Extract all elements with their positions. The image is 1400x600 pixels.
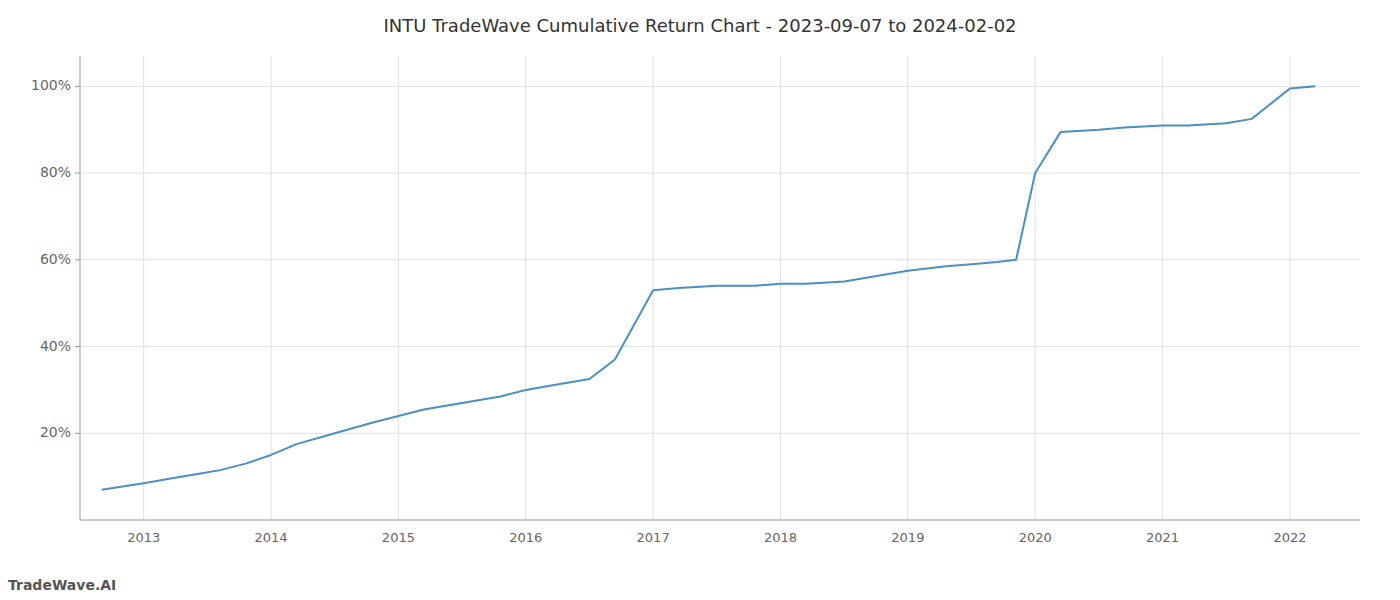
- x-axis-line: [80, 520, 1360, 521]
- x-grid-line: [143, 56, 144, 520]
- y-tick: [75, 86, 80, 87]
- x-tick-label: 2021: [1146, 530, 1179, 545]
- x-tick-label: 2014: [254, 530, 287, 545]
- y-tick-label: 40%: [40, 338, 71, 354]
- chart-container: INTU TradeWave Cumulative Return Chart -…: [0, 0, 1400, 600]
- y-grid-line: [80, 173, 1360, 174]
- plot-area: [102, 86, 1316, 489]
- x-tick-label: 2016: [509, 530, 542, 545]
- x-grid-line: [653, 56, 654, 520]
- y-tick-label: 100%: [31, 77, 71, 93]
- y-grid-line: [80, 433, 1360, 434]
- y-tick: [75, 173, 80, 174]
- y-tick: [75, 346, 80, 347]
- x-tick-label: 2013: [127, 530, 160, 545]
- y-axis-line: [80, 56, 81, 520]
- x-grid-line: [398, 56, 399, 520]
- y-grid-line: [80, 259, 1360, 260]
- x-tick-label: 2017: [637, 530, 670, 545]
- x-grid-line: [271, 56, 272, 520]
- x-tick-label: 2020: [1019, 530, 1052, 545]
- x-grid-line: [525, 56, 526, 520]
- chart-svg: INTU TradeWave Cumulative Return Chart -…: [0, 0, 1400, 600]
- x-tick-label: 2015: [382, 530, 415, 545]
- y-grid-line: [80, 86, 1360, 87]
- x-grid-line: [1289, 56, 1290, 520]
- y-tick: [75, 259, 80, 260]
- x-tick-label: 2018: [764, 530, 797, 545]
- y-tick: [75, 433, 80, 434]
- y-tick-label: 80%: [40, 164, 71, 180]
- watermark: TradeWave.AI: [8, 577, 116, 593]
- x-tick-label: 2019: [891, 530, 924, 545]
- axes: 20% 40% 60% 80% 100% 2013 2014 2015 2016 2017 2018…: [31, 56, 1360, 545]
- x-grid-line: [780, 56, 781, 520]
- y-tick-label: 20%: [40, 424, 71, 440]
- grid: [80, 56, 1360, 520]
- x-grid-line: [1035, 56, 1036, 520]
- chart-title: INTU TradeWave Cumulative Return Chart -…: [383, 15, 1016, 36]
- x-grid-line: [907, 56, 908, 520]
- data-line: [102, 86, 1316, 489]
- x-tick-label: 2022: [1273, 530, 1306, 545]
- y-grid-line: [80, 346, 1360, 347]
- y-tick-label: 60%: [40, 251, 71, 267]
